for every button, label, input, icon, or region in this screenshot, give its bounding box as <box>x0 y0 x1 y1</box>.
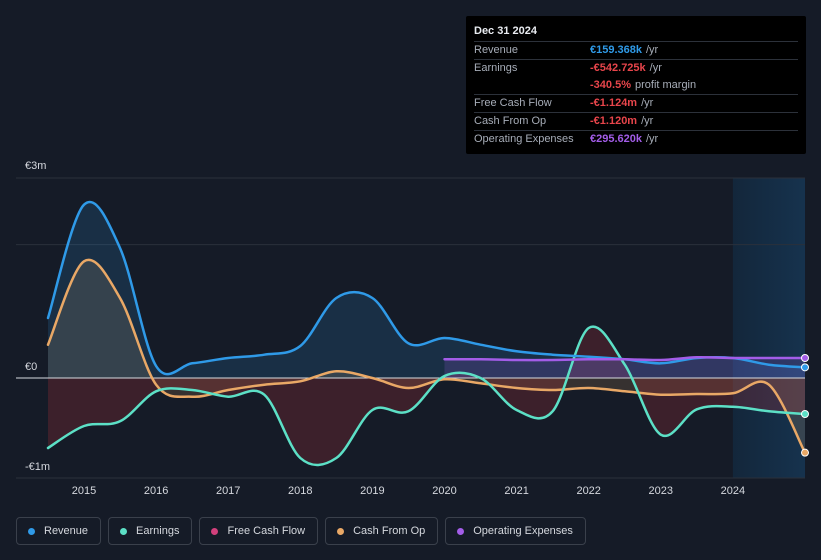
x-tick-label-2018: 2018 <box>288 485 313 497</box>
legend: Revenue Earnings Free Cash Flow Cash Fro… <box>16 517 593 545</box>
tooltip-label: Cash From Op <box>474 115 547 127</box>
legend-item-earnings[interactable]: Earnings <box>108 517 193 545</box>
tooltip-unit: /yr <box>646 133 659 145</box>
legend-label: Cash From Op <box>353 525 426 537</box>
legend-label: Revenue <box>44 525 89 537</box>
forecast-shade-region <box>732 178 805 478</box>
legend-dot-icon <box>337 527 345 535</box>
y-tick-label-0: €0 <box>25 361 38 373</box>
end-marker-revenue <box>801 363 809 372</box>
x-tick-label-2022: 2022 <box>576 485 601 497</box>
legend-dot-icon <box>120 527 128 535</box>
legend-dot-icon <box>28 527 35 535</box>
y-tick-label-3m: €3m <box>25 160 47 172</box>
tooltip-row-profit-margin: -340.5% profit margin <box>474 77 798 95</box>
tooltip-label: Earnings <box>474 62 518 74</box>
tooltip-unit: /yr <box>646 44 659 56</box>
legend-label: Earnings <box>136 525 180 537</box>
tooltip-row-cash-from-op: Cash From Op -€1.120m /yr <box>474 113 798 131</box>
end-marker-earnings <box>801 410 809 418</box>
tooltip-row-operating-expenses: Operating Expenses €295.620k /yr <box>474 131 798 148</box>
tooltip-unit: profit margin <box>634 79 697 91</box>
legend-item-revenue[interactable]: Revenue <box>16 517 102 545</box>
y-tick-label-neg-1m: -€1m <box>25 461 51 473</box>
area-revenue <box>48 201 805 378</box>
tooltip-row-revenue: Revenue €159.368k /yr <box>474 42 798 60</box>
legend-item-free-cash-flow[interactable]: Free Cash Flow <box>199 517 319 545</box>
tooltip-value: -340.5% <box>590 79 631 91</box>
tooltip-label <box>474 77 590 94</box>
x-tick-label-2016: 2016 <box>143 485 169 497</box>
legend-dot-icon <box>211 527 219 535</box>
area-operating-expenses <box>444 357 805 378</box>
legend-label: Operating Expenses <box>473 525 573 537</box>
tooltip-label: Operating Expenses <box>474 133 574 145</box>
legend-label: Free Cash Flow <box>227 525 306 537</box>
end-marker-operating-expenses <box>801 354 809 362</box>
tooltip-row-earnings: Earnings -€542.725k /yr <box>474 60 798 77</box>
tooltip-label: Free Cash Flow <box>474 97 552 109</box>
x-tick-label-2019: 2019 <box>360 485 385 497</box>
x-tick-label-2015: 2015 <box>71 485 97 497</box>
tooltip-label: Revenue <box>474 44 519 56</box>
x-tick-label-2017: 2017 <box>215 485 241 497</box>
end-marker-cash-from-op <box>801 448 809 457</box>
tooltip-panel: Dec 31 2024 Revenue €159.368k /yr Earnin… <box>466 16 806 154</box>
x-tick-label-2024: 2024 <box>720 485 746 497</box>
tooltip-value: -€542.725k <box>590 62 646 74</box>
tooltip-value: -€1.124m <box>590 97 638 109</box>
tooltip-date: Dec 31 2024 <box>474 24 798 42</box>
tooltip-value: -€1.120m <box>590 115 638 127</box>
x-tick-label-2020: 2020 <box>432 485 457 497</box>
tooltip-value: €295.620k <box>590 133 642 145</box>
tooltip-row-free-cash-flow: Free Cash Flow -€1.124m /yr <box>474 95 798 113</box>
line-cash-from-op <box>46 258 807 454</box>
tooltip-unit: /yr <box>641 115 654 127</box>
area-earnings <box>48 326 805 466</box>
legend-item-operating-expenses[interactable]: Operating Expenses <box>445 517 586 545</box>
tooltip-unit: /yr <box>649 62 662 74</box>
x-tick-label-2023: 2023 <box>648 485 674 497</box>
tooltip-value: €159.368k <box>590 44 642 56</box>
legend-dot-icon <box>457 527 465 535</box>
line-revenue <box>46 200 807 376</box>
tooltip-unit: /yr <box>641 97 654 109</box>
line-earnings <box>46 325 807 467</box>
line-operating-expenses <box>443 355 807 362</box>
legend-item-cash-from-op[interactable]: Cash From Op <box>325 517 439 545</box>
x-tick-label-2021: 2021 <box>504 485 529 497</box>
